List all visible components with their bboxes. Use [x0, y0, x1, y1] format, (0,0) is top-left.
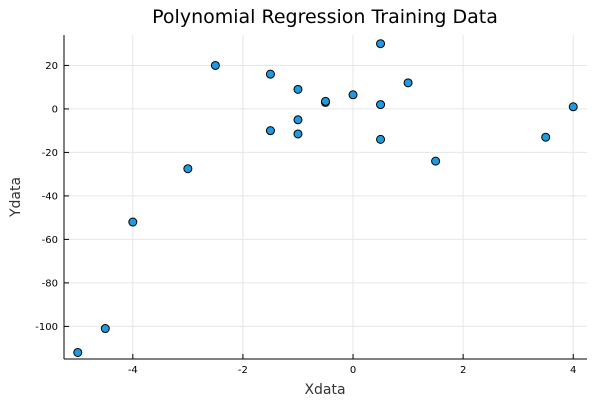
x-tick-label-1: -2 — [238, 365, 248, 376]
chart-title: Polynomial Regression Training Data — [152, 6, 498, 28]
data-point-5 — [266, 70, 274, 78]
x-tick-label-4: 4 — [570, 365, 576, 376]
data-point-4 — [211, 61, 219, 69]
x-tick-label-0: -4 — [128, 365, 138, 376]
y-tick-label-5: 0 — [52, 104, 58, 115]
x-tick-label-2: 0 — [350, 365, 356, 376]
x-tick-label-3: 2 — [460, 365, 466, 376]
axes-layer — [64, 35, 587, 359]
data-point-1 — [101, 325, 109, 333]
data-point-19 — [569, 103, 577, 111]
data-point-3 — [184, 165, 192, 173]
data-point-0 — [74, 348, 82, 356]
data-point-15 — [377, 135, 385, 143]
data-point-8 — [294, 116, 302, 124]
y-axis-label: Ydata — [8, 177, 24, 218]
data-point-13 — [377, 40, 385, 48]
data-point-12 — [349, 91, 357, 99]
points-layer — [74, 40, 577, 357]
y-tick-label-0: -100 — [35, 322, 58, 333]
data-point-16 — [404, 79, 412, 87]
y-tick-label-6: 20 — [45, 61, 58, 72]
y-tick-label-3: -40 — [42, 191, 58, 202]
data-point-11 — [322, 97, 330, 105]
x-axis-label: Xdata — [304, 382, 345, 398]
data-point-2 — [129, 218, 137, 226]
data-point-7 — [294, 85, 302, 93]
data-point-6 — [266, 127, 274, 135]
y-tick-label-2: -60 — [42, 235, 58, 246]
y-tick-label-4: -20 — [42, 148, 58, 159]
y-tick-label-1: -80 — [42, 278, 58, 289]
data-point-9 — [294, 130, 302, 138]
data-point-18 — [542, 133, 550, 141]
data-point-17 — [432, 157, 440, 165]
grid-layer — [64, 35, 587, 359]
data-point-14 — [377, 101, 385, 109]
